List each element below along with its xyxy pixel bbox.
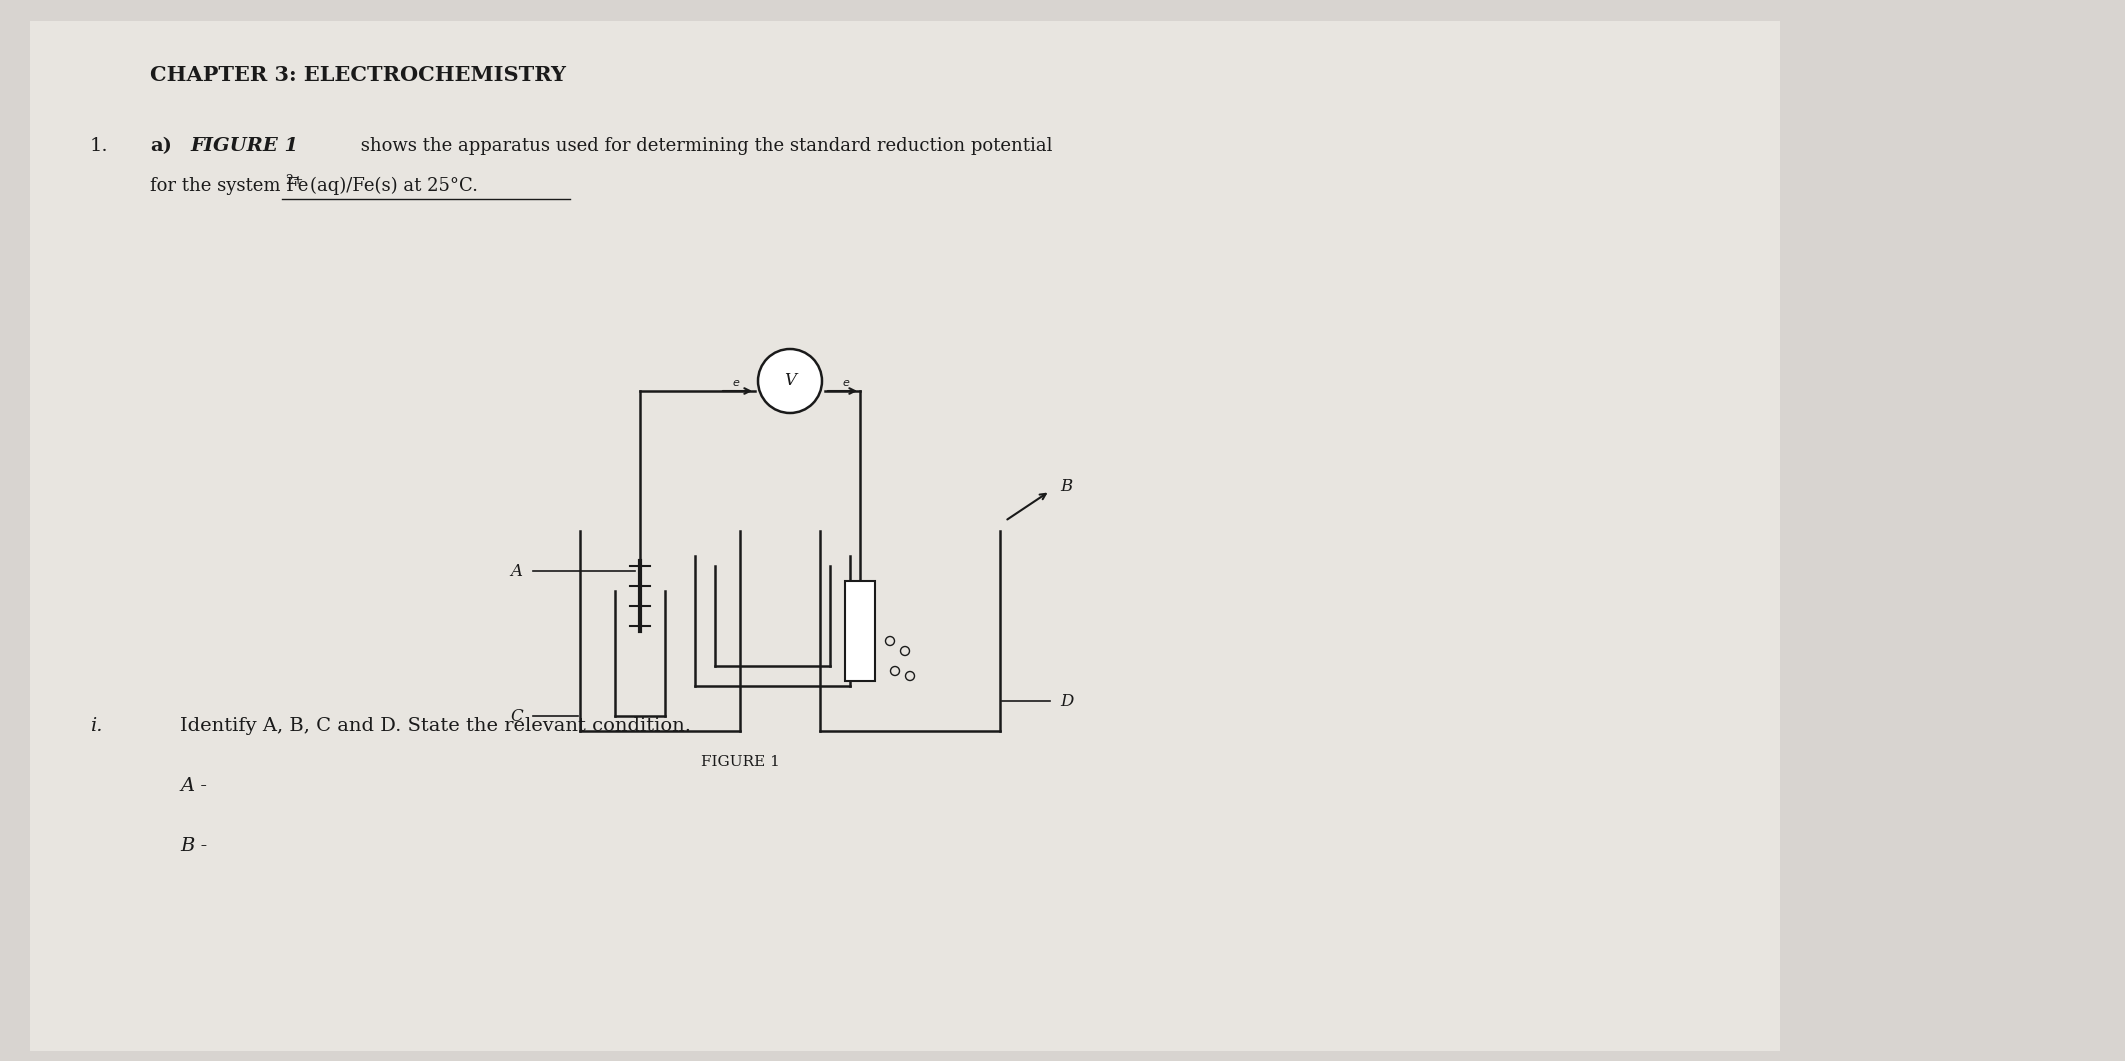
Text: (aq)/Fe(s) at 25°C.: (aq)/Fe(s) at 25°C. xyxy=(310,177,478,195)
Text: 1.: 1. xyxy=(89,137,108,155)
Text: D: D xyxy=(1060,693,1073,710)
Bar xyxy=(846,581,875,681)
Bar xyxy=(30,21,1781,1051)
Text: FIGURE 1: FIGURE 1 xyxy=(701,755,780,769)
Text: i.: i. xyxy=(89,717,102,735)
Text: B: B xyxy=(1060,479,1073,495)
Circle shape xyxy=(759,349,822,413)
Text: 2+: 2+ xyxy=(285,174,304,187)
Text: a): a) xyxy=(151,137,172,155)
Text: CHAPTER 3: ELECTROCHEMISTRY: CHAPTER 3: ELECTROCHEMISTRY xyxy=(151,65,565,85)
Text: e: e xyxy=(842,378,848,388)
Text: e: e xyxy=(731,378,739,388)
Text: C: C xyxy=(510,708,523,725)
Text: B -: B - xyxy=(181,837,208,855)
Text: V: V xyxy=(784,372,797,389)
Text: A: A xyxy=(510,563,523,580)
Text: for the system Fe: for the system Fe xyxy=(151,177,308,195)
Text: Identify A, B, C and D. State the relevant condition.: Identify A, B, C and D. State the releva… xyxy=(181,717,691,735)
Text: A -: A - xyxy=(181,777,206,795)
Text: FIGURE 1: FIGURE 1 xyxy=(189,137,298,155)
Text: shows the apparatus used for determining the standard reduction potential: shows the apparatus used for determining… xyxy=(355,137,1052,155)
